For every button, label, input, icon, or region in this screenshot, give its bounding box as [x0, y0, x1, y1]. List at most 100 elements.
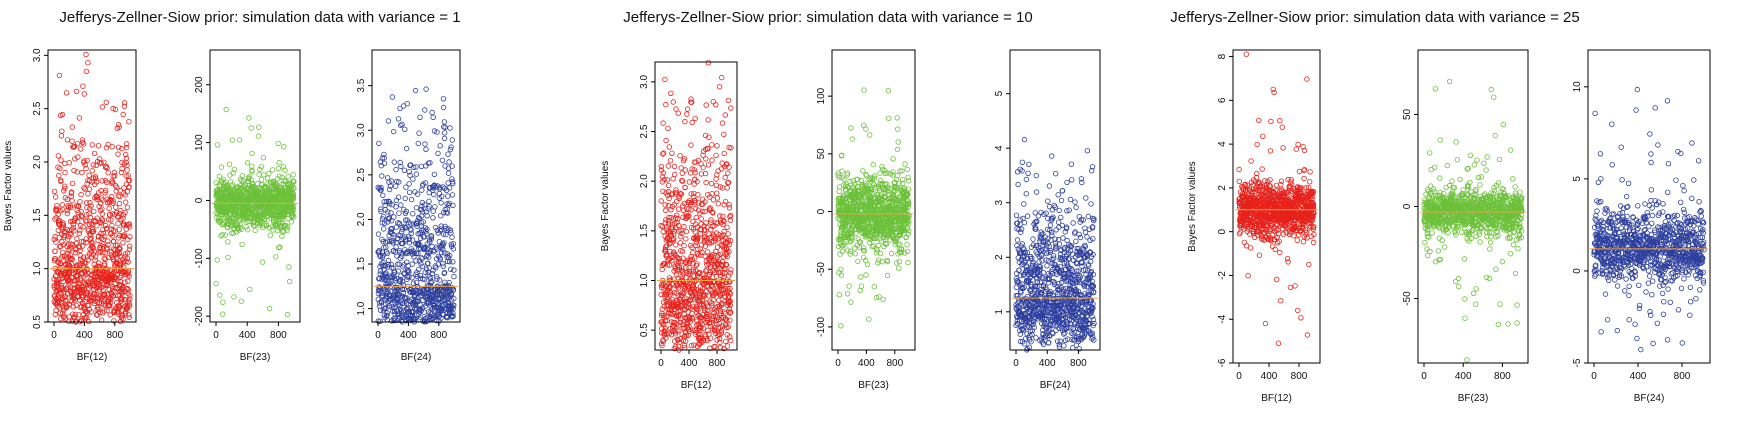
- data-point: [225, 239, 231, 245]
- data-point: [113, 204, 119, 210]
- x-tick-label: 800: [430, 330, 447, 341]
- data-point: [88, 309, 94, 315]
- data-point: [423, 146, 429, 152]
- data-point: [691, 181, 697, 187]
- data-point: [92, 254, 99, 260]
- data-point: [423, 163, 429, 169]
- x-tick-label: 400: [858, 358, 875, 369]
- x-tick-label: 0: [658, 358, 664, 369]
- data-point: [82, 162, 88, 168]
- plot-frame: [47, 49, 137, 323]
- data-point: [76, 312, 82, 318]
- data-point: [122, 199, 129, 205]
- data-point: [120, 288, 127, 295]
- data-point: [77, 247, 83, 254]
- data-point: [111, 318, 117, 324]
- data-point: [104, 179, 110, 186]
- data-point: [105, 242, 111, 248]
- data-point: [705, 117, 711, 123]
- data-point: [904, 241, 910, 248]
- data-point: [64, 137, 71, 143]
- data-point: [393, 244, 399, 250]
- data-point: [56, 172, 62, 179]
- data-point: [110, 200, 116, 206]
- data-point: [673, 242, 679, 248]
- x-tick-label: 0: [835, 358, 841, 369]
- data-point: [81, 185, 87, 191]
- data-point: [86, 186, 93, 192]
- data-point: [118, 169, 125, 176]
- data-point: [244, 226, 251, 233]
- data-point: [95, 304, 101, 311]
- data-point: [125, 259, 131, 265]
- data-point: [838, 266, 844, 272]
- data-point: [105, 238, 111, 244]
- y-axis-label: Bayes Factor values: [600, 161, 611, 252]
- data-point: [83, 272, 89, 278]
- y-tick-label: 100: [194, 134, 205, 151]
- data-point: [252, 227, 258, 234]
- data-point: [119, 296, 125, 302]
- data-point: [66, 314, 73, 320]
- data-point: [682, 118, 688, 125]
- data-point: [59, 111, 66, 118]
- data-point: [66, 301, 73, 307]
- data-point: [107, 303, 113, 309]
- data-point: [688, 142, 694, 148]
- data-point: [714, 195, 721, 201]
- data-point: [698, 216, 704, 222]
- data-point: [410, 280, 417, 286]
- data-point: [838, 323, 844, 329]
- data-point: [125, 278, 131, 284]
- data-point: [85, 60, 91, 66]
- data-point: [218, 186, 225, 192]
- data-point: [103, 225, 110, 231]
- x-tick-label: 0: [51, 330, 57, 341]
- data-point: [126, 246, 133, 252]
- data-point: [403, 145, 410, 152]
- data-point: [437, 143, 443, 149]
- data-point: [67, 246, 73, 253]
- data-point: [860, 168, 866, 174]
- data-point: [404, 100, 410, 107]
- data-point: [124, 285, 131, 292]
- data-point: [116, 124, 122, 130]
- data-point: [94, 222, 100, 229]
- data-point: [69, 124, 75, 130]
- data-point: [99, 218, 106, 224]
- data-point: [124, 204, 131, 211]
- data-point: [109, 222, 115, 229]
- data-point: [63, 90, 70, 96]
- data-point: [120, 240, 126, 246]
- data-point: [855, 258, 861, 265]
- data-point: [55, 294, 61, 301]
- data-point: [408, 230, 414, 237]
- data-point: [416, 130, 422, 136]
- data-point: [60, 224, 66, 230]
- y-tick-label: 2.5: [356, 167, 367, 181]
- data-point: [852, 250, 858, 257]
- data-point: [451, 267, 457, 273]
- data-point: [67, 231, 73, 237]
- data-point: [417, 273, 424, 279]
- data-point: [123, 159, 129, 165]
- data-point: [836, 188, 842, 194]
- data-point: [408, 196, 415, 203]
- data-point: [256, 208, 262, 214]
- data-point: [436, 277, 443, 283]
- data-point: [117, 207, 124, 214]
- data-point: [58, 178, 64, 185]
- data-point: [449, 192, 456, 198]
- data-point: [894, 115, 900, 121]
- data-point: [690, 249, 696, 256]
- panel-title: Jefferys-Zellner-Siow prior: simulation …: [59, 9, 460, 26]
- data-point: [62, 169, 68, 176]
- data-point: [57, 265, 63, 271]
- data-point: [419, 187, 425, 193]
- scatter-points: [51, 51, 133, 325]
- data-point: [107, 299, 114, 306]
- data-point: [725, 231, 731, 237]
- data-point: [126, 243, 133, 249]
- data-point: [705, 60, 712, 66]
- data-point: [431, 191, 437, 198]
